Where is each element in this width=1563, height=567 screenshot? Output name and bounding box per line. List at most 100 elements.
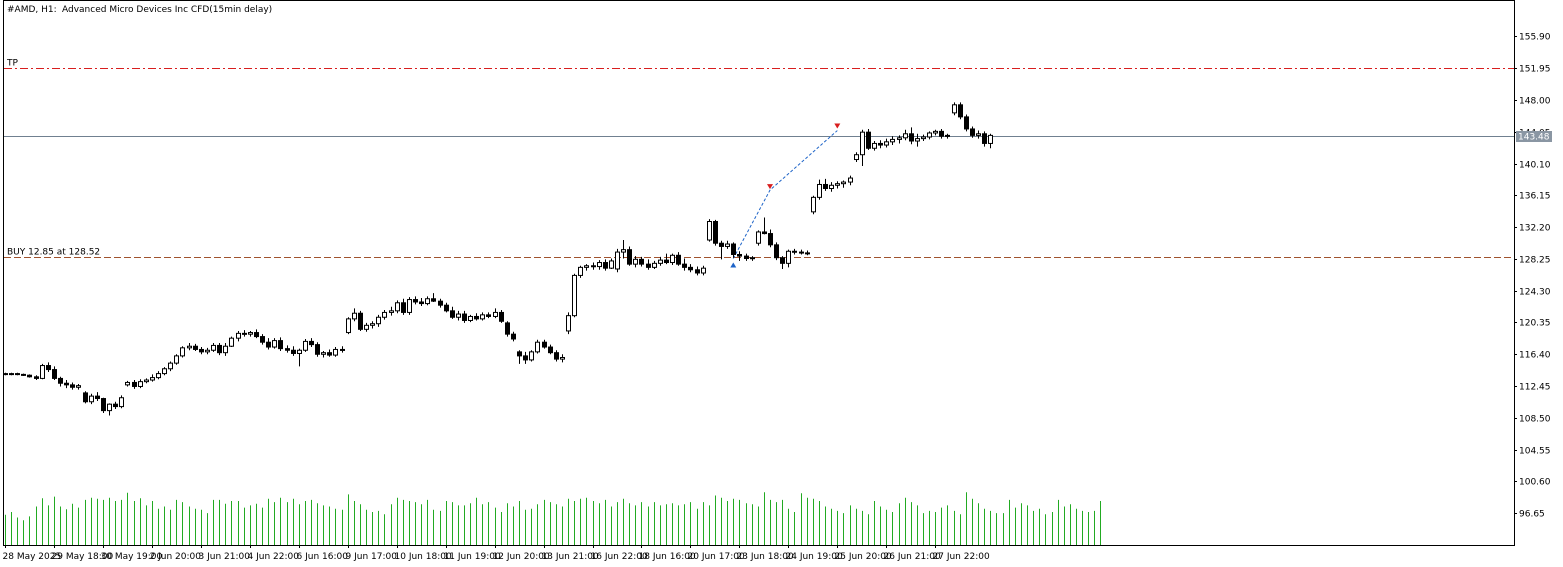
candle-body-down (486, 314, 491, 317)
candle (682, 258, 687, 271)
candle-body-down (327, 352, 332, 356)
candle-body-down (444, 304, 449, 312)
candle (713, 219, 718, 246)
candle (462, 310, 467, 323)
candle-body-up (860, 131, 865, 156)
candle-body-down (101, 398, 106, 412)
candle-body-down (21, 373, 26, 376)
candle (768, 229, 773, 248)
candlestick-series (3, 102, 993, 416)
candle-body-up (364, 324, 369, 330)
candle-body-up (756, 231, 761, 244)
candle-body-down (713, 220, 718, 244)
candle (101, 397, 106, 414)
candle (890, 136, 895, 146)
candle (945, 133, 950, 139)
candle-body-down (419, 301, 424, 305)
candle (242, 330, 247, 337)
candle-body-down (731, 243, 736, 255)
candle (480, 312, 485, 321)
candle-body-down (866, 131, 871, 149)
candle (670, 253, 675, 265)
candle (627, 246, 632, 266)
candle-body-up (658, 259, 663, 264)
candle-body-up (382, 311, 387, 318)
candle-body-down (132, 381, 137, 387)
candle-body-up (248, 332, 253, 335)
candle-body-down (52, 369, 57, 379)
candle (523, 351, 528, 364)
candle (511, 331, 516, 342)
y-tick-label: 116.40 (1519, 351, 1551, 361)
y-tick-label: 155.90 (1519, 33, 1551, 43)
candle (756, 230, 761, 246)
candle (933, 129, 938, 136)
candle-body-up (817, 183, 822, 198)
candle-body-down (27, 374, 32, 378)
candle (229, 336, 234, 348)
candle (841, 180, 846, 188)
candle-body-up (615, 251, 620, 270)
candle (340, 346, 345, 353)
trade-markers (730, 123, 841, 268)
candle (83, 391, 88, 404)
candle-body-up (670, 254, 675, 264)
buy-arrow-icon (730, 262, 737, 268)
candle (517, 350, 522, 364)
x-tick-label: 18 Jun 16:00 (639, 552, 696, 562)
candle (132, 380, 137, 389)
x-tick-label: 9 Jun 17:00 (346, 552, 398, 562)
candle-body-down (450, 310, 455, 318)
y-tick-label: 151.95 (1519, 65, 1551, 75)
price-axis[interactable]: 155.90151.95148.00144.05140.10136.15132.… (1514, 33, 1551, 520)
candle (927, 131, 932, 140)
candle-body-down (762, 231, 767, 235)
candle-body-down (70, 384, 75, 388)
candle-body-up (854, 154, 859, 161)
candle-body-up (223, 345, 228, 354)
candle (205, 347, 210, 355)
candle-body-up (609, 260, 614, 269)
candle-body-down (254, 332, 259, 338)
candle-body-up (107, 403, 112, 412)
sell-arrow-icon (767, 184, 773, 190)
candle-body-down (46, 365, 51, 371)
candle-body-up (229, 337, 234, 347)
candle-body-down (438, 300, 443, 306)
x-tick-label: 24 Jun 19:00 (786, 552, 843, 562)
x-tick-label: 6 Jun 16:00 (297, 552, 349, 562)
candle (964, 114, 969, 132)
candle (444, 302, 449, 313)
trade-path (732, 130, 838, 259)
candle (854, 152, 859, 162)
candle (676, 252, 681, 266)
candle (866, 128, 871, 150)
candle (695, 266, 700, 276)
y-tick-label: 104.55 (1519, 447, 1551, 457)
candle-body-down (627, 249, 632, 265)
candle (401, 298, 406, 315)
candle-body-up (952, 104, 957, 114)
candle-body-up (988, 134, 993, 144)
candle (3, 372, 8, 376)
candle (180, 346, 185, 358)
candle-body-up (621, 249, 626, 253)
candle-body-down (695, 269, 700, 274)
candle-body-down (83, 392, 88, 403)
candle (633, 256, 638, 268)
candle-body-up (786, 250, 791, 264)
candle (878, 140, 883, 149)
candle-body-up (297, 349, 302, 354)
candle-body-down (603, 262, 608, 269)
candle-body-down (799, 251, 804, 254)
candle-body-down (505, 322, 510, 335)
candle (578, 265, 583, 278)
candle-body-down (474, 315, 479, 320)
candle-body-down (792, 250, 797, 253)
candle-body-up (205, 349, 210, 353)
candle-body-down (958, 104, 963, 118)
candle-body-down (676, 254, 681, 265)
candle-body-down (431, 298, 436, 302)
